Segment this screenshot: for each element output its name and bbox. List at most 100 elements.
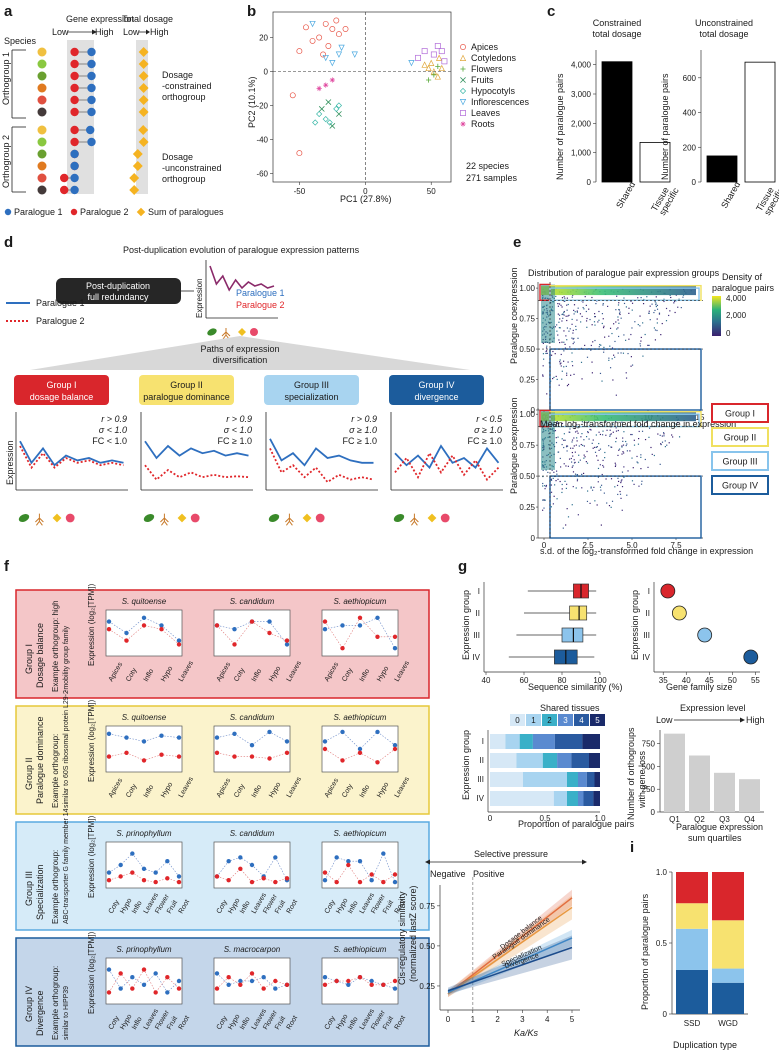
sum-diamond <box>138 95 149 105</box>
density-point <box>560 365 562 367</box>
family-group-label: IV <box>642 653 650 662</box>
density-point <box>615 437 618 439</box>
pca-point-hypocotyls <box>322 116 329 123</box>
dosage-high-label: High <box>150 27 169 37</box>
density-point <box>563 366 565 368</box>
density-point <box>611 358 613 360</box>
density-point <box>578 454 580 456</box>
loss-bar <box>689 755 710 812</box>
e-xlabel-bottom: s.d. of the log₂-transformed fold change… <box>540 546 753 556</box>
e-ytick-label: 1.00 <box>519 410 535 419</box>
density-point <box>559 341 561 344</box>
e-ytick-label: 0.50 <box>519 472 535 481</box>
density-point <box>626 450 629 452</box>
density-point <box>594 324 596 326</box>
density-point <box>644 458 646 461</box>
sample-count: 271 samples <box>466 173 518 183</box>
density-point <box>637 297 639 299</box>
legend-marker-hypocotyls <box>459 87 467 95</box>
leaf-icon <box>18 514 30 522</box>
density-point <box>638 485 640 487</box>
gene-loss-bars: 0 250 500 750 Q1 Q2 Q3 Q4 <box>642 730 764 824</box>
shared-level-label: 2 <box>547 716 552 725</box>
density-point <box>617 352 619 354</box>
density-point <box>543 499 545 501</box>
density-point <box>562 317 564 319</box>
density-point <box>622 444 625 446</box>
e-ytick-label: 1.00 <box>519 284 535 293</box>
e-ytick-label: 0 <box>531 534 536 543</box>
unconstrained-label-l1: Dosage <box>162 152 193 162</box>
density-point <box>619 313 621 316</box>
density-point <box>555 295 557 298</box>
paralogue2-point <box>340 646 345 651</box>
g-box-xlabel: Sequence similarity (%) <box>528 682 623 692</box>
y-tick-label: 2,000 <box>571 119 592 128</box>
loss-ytick-label: 750 <box>642 740 656 749</box>
density-point <box>554 429 557 432</box>
density-point <box>580 321 582 323</box>
paths-l2: diversification <box>213 355 268 365</box>
density-point <box>564 480 566 482</box>
density-point <box>655 305 657 308</box>
density-point <box>586 500 589 503</box>
paralogue1-dot <box>70 161 79 171</box>
shared-level-swatch <box>590 714 605 726</box>
family-dot <box>671 605 687 621</box>
density-point <box>603 325 605 327</box>
density-point <box>608 335 610 337</box>
pca-axes: -50 0 50 20 0 -20 -40 -60 <box>256 12 451 196</box>
criterion-r: r > 0.9 <box>226 414 252 424</box>
pca-point-cotyledons <box>435 54 443 61</box>
density-point <box>561 488 563 490</box>
stack-segment <box>490 753 517 768</box>
y-tick-label: 1,000 <box>571 149 592 158</box>
pca-point-apices <box>316 34 323 41</box>
paralogue2-point <box>153 879 158 885</box>
h-xtick-label: 2 <box>495 1015 500 1024</box>
paralogue1-dot <box>87 83 96 93</box>
density-point <box>542 509 544 511</box>
density-point <box>647 466 649 468</box>
group-header-1 <box>14 375 109 405</box>
density-point <box>542 469 544 472</box>
pca-point-apices <box>296 150 303 157</box>
density-point <box>559 359 561 361</box>
legend-paralogue1: Paralogue 1 <box>14 207 63 217</box>
sum-diamond <box>138 59 149 69</box>
density-point <box>610 446 612 448</box>
paralogue1-point <box>176 735 182 740</box>
loss-ylabel-l1: Number of orthogroups <box>626 727 636 820</box>
density-point <box>586 326 588 328</box>
density-point <box>552 503 554 505</box>
paralogue2-point <box>165 876 170 881</box>
pca-point-apices <box>289 92 296 99</box>
density-point <box>622 440 624 442</box>
y-tick-label: -20 <box>256 102 268 111</box>
density-point <box>566 297 568 299</box>
paralogue2-point <box>232 642 237 647</box>
density-point <box>637 462 639 464</box>
pca-frame <box>272 11 452 183</box>
negative-label: Negative <box>430 869 466 879</box>
criterion-sigma: σ < 1.0 <box>224 425 252 435</box>
loss-ytick-label: 250 <box>642 785 656 794</box>
density-point <box>599 343 601 346</box>
density-point <box>604 457 606 459</box>
density-point <box>606 502 608 504</box>
loss-ylabel-l2: with gene loss <box>637 750 647 809</box>
category-shared: Shared <box>719 180 742 210</box>
density-point <box>653 454 655 457</box>
density-point <box>563 360 565 362</box>
paralogue2-dot <box>59 185 69 195</box>
h-ylabel-l2: (normalized lastZ score) <box>408 885 418 982</box>
density-point <box>560 362 562 364</box>
row-example-detail: -mobility group family <box>63 625 70 692</box>
density-point <box>639 325 641 327</box>
density-point <box>618 302 620 304</box>
root-icon <box>410 513 419 526</box>
leaf-icon <box>393 514 405 522</box>
paralogue1-point <box>130 851 135 856</box>
pca-point-leaves <box>415 54 421 61</box>
paralogue1-trace <box>324 731 396 750</box>
